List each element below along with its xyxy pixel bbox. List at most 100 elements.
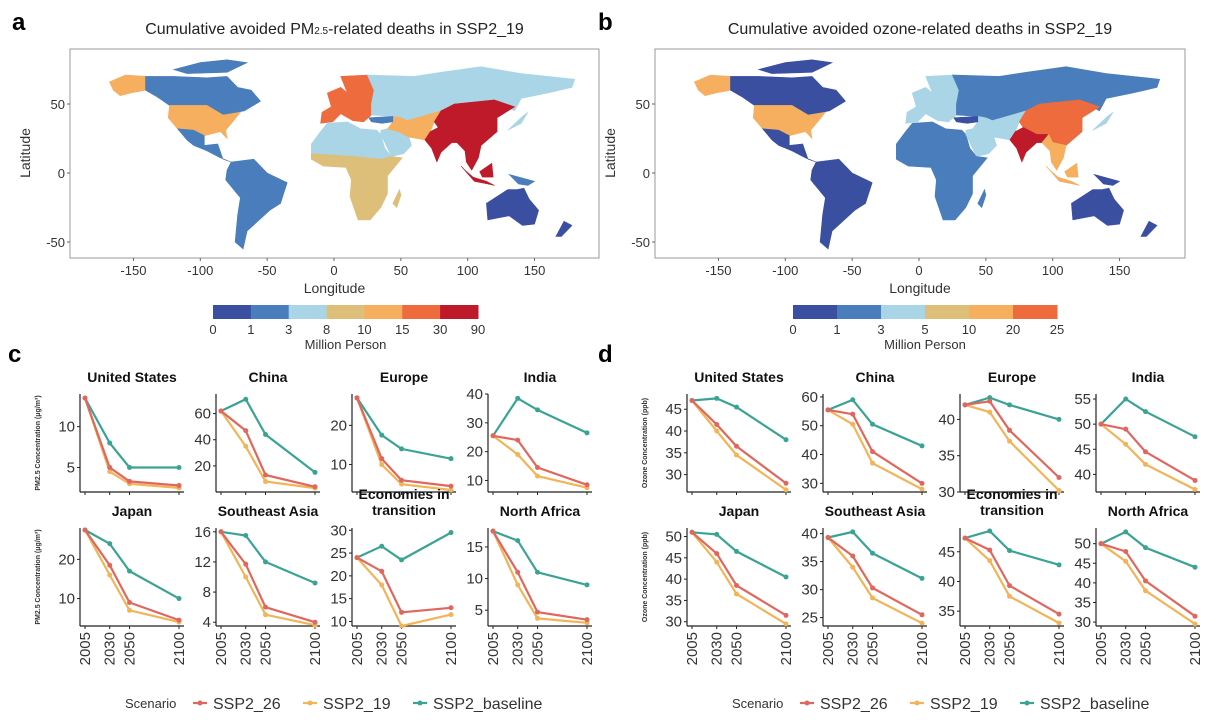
map-region-southeast-asia bbox=[456, 133, 482, 171]
data-point-ssp2_19 bbox=[243, 443, 249, 449]
data-point-ssp2_26 bbox=[919, 480, 925, 486]
y-tick-label: 45 bbox=[1074, 441, 1091, 458]
series-line-ssp2_26 bbox=[355, 397, 452, 488]
data-point-ssp2_26 bbox=[448, 605, 454, 611]
data-point-ssp2_26 bbox=[243, 428, 249, 434]
series-line-ssp2_19 bbox=[964, 537, 1060, 624]
series-line-ssp2_26 bbox=[1100, 423, 1196, 482]
colorbar-label: Million Person bbox=[305, 337, 387, 352]
colorbar-tick-label: 1 bbox=[833, 322, 840, 337]
subplot-united-states: United States 5 10 PM2.5 Concentration (μg/… bbox=[35, 369, 184, 495]
data-point-ssp2_19 bbox=[515, 582, 521, 588]
data-point-ssp2_26 bbox=[1192, 613, 1198, 619]
y-tick-label: 40 bbox=[665, 571, 682, 588]
data-point-ssp2_19 bbox=[107, 572, 113, 578]
map-title-part: -related deaths in SSP2_19 bbox=[328, 21, 524, 38]
y-tick-label: 30 bbox=[801, 475, 818, 492]
data-point-ssp2_26 bbox=[870, 585, 876, 591]
colorbar-tick-label: 0 bbox=[209, 322, 216, 337]
data-point-ssp2_baseline bbox=[448, 530, 454, 536]
x-tick-label: 2030 bbox=[238, 632, 255, 665]
x-tick-label: 0 bbox=[330, 263, 337, 278]
data-point-ssp2_19 bbox=[783, 487, 789, 493]
data-point-ssp2_26 bbox=[263, 604, 269, 610]
y-tick-label: 40 bbox=[466, 386, 483, 403]
data-point-ssp2_19 bbox=[448, 612, 454, 618]
data-point-ssp2_baseline bbox=[870, 550, 876, 556]
x-axis-label: Longitude bbox=[304, 280, 366, 296]
data-point-ssp2_26 bbox=[490, 528, 496, 534]
legend-swatch-dot bbox=[307, 700, 313, 706]
colorbar-label: Million Person bbox=[884, 337, 966, 352]
data-point-ssp2_26 bbox=[734, 583, 740, 589]
x-tick-label: 2030 bbox=[1118, 632, 1135, 665]
data-point-ssp2_26 bbox=[354, 555, 360, 561]
data-point-ssp2_26 bbox=[825, 407, 831, 413]
colorbar-tick-label: 3 bbox=[877, 322, 884, 337]
data-point-ssp2_19 bbox=[263, 612, 269, 618]
data-point-ssp2_baseline bbox=[1143, 545, 1149, 551]
x-tick-label: 150 bbox=[524, 263, 546, 278]
data-point-ssp2_baseline bbox=[379, 432, 385, 438]
subplot-title: China bbox=[249, 369, 288, 385]
x-tick-label: 2050 bbox=[1002, 632, 1019, 665]
x-tick-label: -150 bbox=[705, 263, 731, 278]
x-tick-label: 2050 bbox=[729, 632, 746, 665]
data-point-ssp2_26 bbox=[243, 561, 249, 567]
y-tick-label: -50 bbox=[46, 235, 65, 250]
colorbar-tick-label: 8 bbox=[323, 322, 330, 337]
series-line-ssp2_26 bbox=[827, 536, 923, 616]
x-tick-label: 2005 bbox=[485, 632, 502, 665]
data-point-ssp2_26 bbox=[312, 484, 318, 490]
data-point-ssp2_baseline bbox=[312, 469, 318, 475]
colorbar-tick-label: 3 bbox=[285, 322, 292, 337]
y-tick-label: 30 bbox=[1074, 614, 1091, 631]
data-point-ssp2_19 bbox=[263, 479, 269, 485]
data-point-ssp2_26 bbox=[689, 398, 695, 404]
data-point-ssp2_baseline bbox=[714, 531, 720, 537]
colorbar-tick-label: 1 bbox=[247, 322, 254, 337]
data-point-ssp2_baseline bbox=[127, 568, 133, 574]
series-line-ssp2_baseline bbox=[691, 531, 787, 578]
data-point-ssp2_19 bbox=[734, 591, 740, 597]
subplot-title: India bbox=[1132, 369, 1165, 385]
data-point-ssp2_26 bbox=[1007, 427, 1013, 433]
data-point-ssp2_19 bbox=[399, 481, 405, 487]
series-line-ssp2_26 bbox=[492, 434, 588, 486]
data-point-ssp2_baseline bbox=[987, 528, 993, 534]
data-point-ssp2_26 bbox=[1056, 611, 1062, 617]
y-tick-label: 60 bbox=[801, 389, 818, 406]
data-point-ssp2_26 bbox=[1098, 421, 1104, 427]
series-line-ssp2_baseline bbox=[964, 529, 1060, 566]
data-point-ssp2_26 bbox=[1123, 426, 1129, 432]
data-point-ssp2_19 bbox=[1123, 558, 1129, 564]
colorbar-segment bbox=[837, 305, 882, 319]
x-tick-label: 2005 bbox=[820, 632, 837, 665]
y-tick-label: 35 bbox=[1074, 594, 1091, 611]
data-point-ssp2_26 bbox=[107, 465, 113, 470]
series-line-ssp2_26 bbox=[964, 537, 1060, 616]
x-tick-label: 2005 bbox=[213, 632, 230, 665]
data-point-ssp2_baseline bbox=[783, 437, 789, 443]
map-region-sumatra-java bbox=[460, 165, 495, 186]
colorbar-tick-label: 25 bbox=[1050, 322, 1064, 337]
x-tick-label: 2050 bbox=[530, 632, 547, 665]
data-point-ssp2_baseline bbox=[107, 440, 113, 446]
series-line-ssp2_baseline bbox=[84, 529, 180, 600]
data-point-ssp2_26 bbox=[714, 421, 720, 427]
y-tick-label: 20 bbox=[330, 568, 347, 585]
data-point-ssp2_26 bbox=[987, 547, 993, 553]
data-point-ssp2_19 bbox=[870, 460, 876, 466]
panel-label-c: c bbox=[8, 341, 21, 368]
data-point-ssp2_baseline bbox=[584, 430, 590, 436]
y-tick-label: 20 bbox=[58, 551, 75, 568]
map-region-australia bbox=[486, 187, 539, 226]
y-tick-label: 50 bbox=[1074, 416, 1091, 433]
map-region-south-america bbox=[810, 158, 873, 250]
legend-swatch-dot bbox=[914, 700, 920, 706]
series-line-ssp2_baseline bbox=[492, 530, 588, 586]
data-point-ssp2_baseline bbox=[1056, 562, 1062, 568]
series-line-ssp2_26 bbox=[356, 556, 452, 614]
y-tick-label: 40 bbox=[801, 526, 818, 543]
